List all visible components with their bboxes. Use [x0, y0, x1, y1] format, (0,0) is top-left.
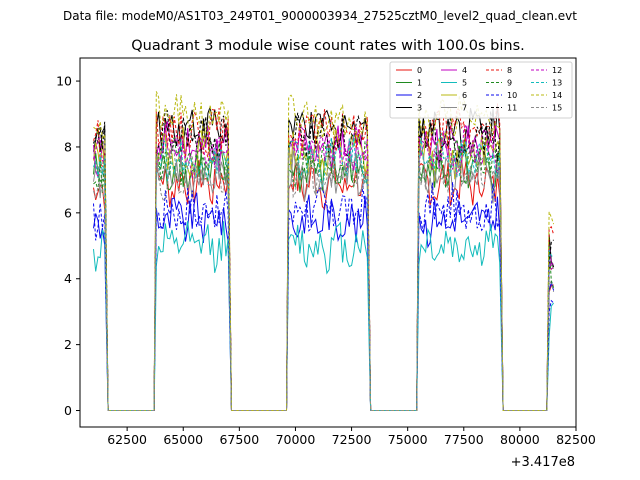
legend-label: 5 — [462, 79, 467, 88]
chart-title: Quadrant 3 module wise count rates with … — [131, 38, 525, 54]
y-axis: 0 2 4 6 8 10 — [56, 74, 80, 418]
legend-label: 11 — [507, 104, 517, 113]
series-line-6 — [93, 126, 554, 411]
y-tick-label: 2 — [64, 337, 72, 352]
y-tick-label: 0 — [64, 403, 72, 418]
y-tick-label: 4 — [64, 271, 72, 286]
x-tick-label: 75000 — [388, 432, 428, 447]
x-axis: 62500 65000 67500 70000 72500 75000 77500 80000… — [107, 427, 596, 447]
x-tick-label: 72500 — [332, 432, 372, 447]
y-tick-label: 10 — [56, 74, 72, 89]
series-line-2 — [93, 192, 555, 411]
x-tick-label: 77500 — [444, 432, 484, 447]
legend-label: 8 — [507, 66, 512, 75]
legend-label: 9 — [507, 79, 512, 88]
series-line-7 — [93, 148, 555, 411]
legend-label: 15 — [552, 104, 562, 113]
series-lines — [93, 91, 555, 411]
series-line-10 — [93, 182, 554, 411]
y-tick-label: 6 — [64, 205, 72, 220]
legend-label: 12 — [552, 66, 562, 75]
series-line-12 — [93, 122, 554, 411]
x-tick-label: 82500 — [556, 432, 596, 447]
x-tick-label: 65000 — [163, 432, 203, 447]
legend-label: 14 — [552, 91, 562, 100]
series-line-9 — [93, 137, 555, 411]
x-tick-label: 80000 — [500, 432, 540, 447]
legend-label: 13 — [552, 79, 562, 88]
x-axis-offset-label: +3.417e8 — [511, 455, 575, 470]
legend-label: 0 — [417, 66, 422, 75]
series-line-5 — [93, 220, 554, 411]
x-tick-label: 62500 — [107, 432, 147, 447]
series-line-11 — [93, 110, 554, 411]
figure-suptitle: Data file: modeM0/AS1T03_249T01_90000039… — [63, 9, 577, 23]
x-tick-label: 70000 — [276, 432, 316, 447]
series-line-1 — [93, 142, 555, 411]
legend-label: 2 — [417, 91, 422, 100]
legend-label: 6 — [462, 91, 467, 100]
legend-label: 3 — [417, 104, 422, 113]
legend-label: 7 — [462, 104, 467, 113]
legend-box — [389, 61, 573, 119]
legend-label: 1 — [417, 79, 422, 88]
legend-label: 10 — [507, 91, 517, 100]
legend-label: 4 — [462, 66, 467, 75]
x-tick-label: 67500 — [219, 432, 259, 447]
y-tick-label: 8 — [64, 139, 72, 154]
